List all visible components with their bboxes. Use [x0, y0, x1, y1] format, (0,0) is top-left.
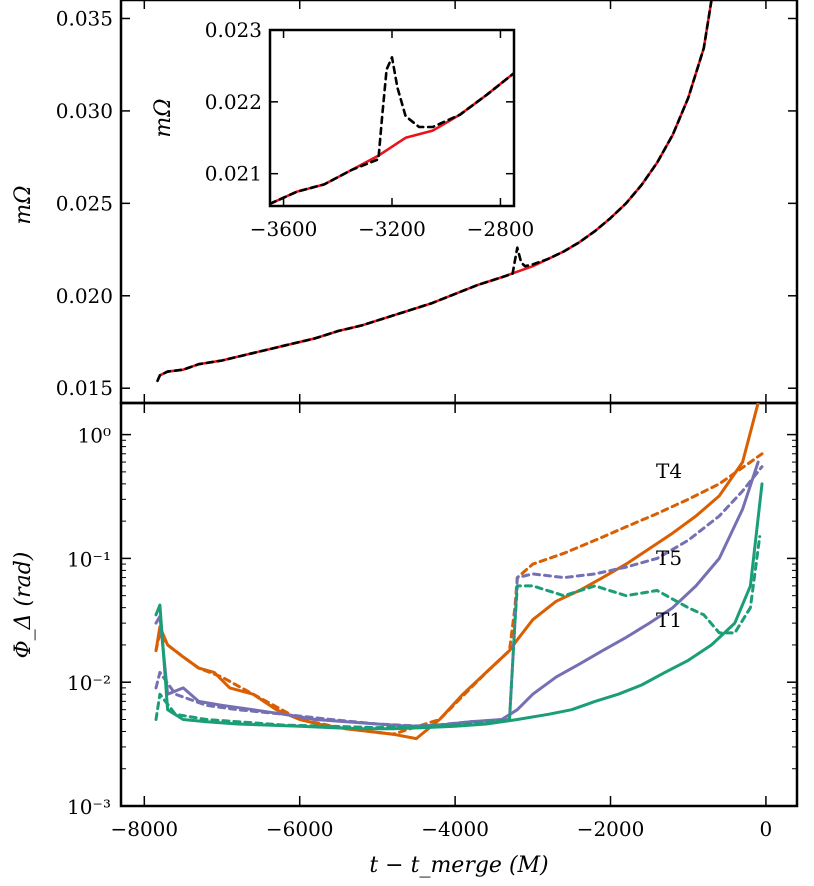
bottom-y-tick-label: 10⁻¹ [67, 547, 111, 571]
series-line-T4-dashed [154, 452, 764, 736]
bottom-panel-frame [119, 401, 799, 808]
top-y-axis-label: mΩ [11, 185, 36, 224]
top-y-tick-label: 0.030 [56, 99, 113, 123]
inset-x-tick-label: −3600 [250, 217, 318, 241]
series-line-T4 [154, 403, 760, 741]
top-y-tick-label: 0.025 [56, 191, 113, 215]
bottom-plot-lines [154, 403, 764, 741]
series-line-T5 [154, 460, 760, 728]
bottom-y-tick-label: 10⁰ [78, 424, 111, 448]
series-line-black-dashed [270, 55, 514, 206]
series-line-T1-dashed [154, 535, 762, 730]
bottom-y-tick-label: 10⁻³ [67, 795, 111, 819]
series-line-black-dashed [156, 0, 713, 383]
bottom-y-axis-label: Φ_Δ (rad) [11, 552, 36, 659]
annotation-t1: T1 [656, 608, 682, 632]
top-y-tick-label: 0.020 [56, 284, 113, 308]
inset-x-tick-label: −2800 [467, 217, 535, 241]
bottom-x-tick-label: 0 [760, 817, 773, 841]
bottom-x-tick-label: −6000 [266, 817, 334, 841]
inset-plot-lines [270, 55, 514, 206]
annotation-t4: T4 [656, 459, 682, 483]
inset-x-tick-label: −3200 [358, 217, 426, 241]
inset-y-tick-label: 0.021 [205, 162, 262, 186]
top-plot-lines [156, 0, 713, 383]
annotation-t5: T5 [656, 546, 682, 570]
inset-y-axis-label: mΩ [151, 98, 176, 137]
top-y-tick-label: 0.015 [56, 376, 113, 400]
bottom-y-tick-label: 10⁻² [67, 671, 111, 695]
inset-axes: 0.021 0.022 0.023 −3600 −3200 −2800 [205, 18, 535, 241]
bottom-x-tick-label: −4000 [421, 817, 489, 841]
bottom-axes: 10⁻³ 10⁻² 10⁻¹ 10⁰ −8000 −6000 −4000 −2000 0 [67, 403, 797, 841]
x-axis-label: t − t_merge (M) [369, 853, 548, 878]
bottom-x-tick-label: −2000 [577, 817, 645, 841]
bottom-x-tick-label: −8000 [110, 817, 178, 841]
top-y-tick-label: 0.035 [56, 6, 113, 30]
top-y-axis: 0.015 0.020 0.025 0.030 0.035 [56, 0, 797, 403]
inset-y-tick-label: 0.022 [205, 90, 262, 114]
inset-y-tick-label: 0.023 [205, 18, 262, 42]
